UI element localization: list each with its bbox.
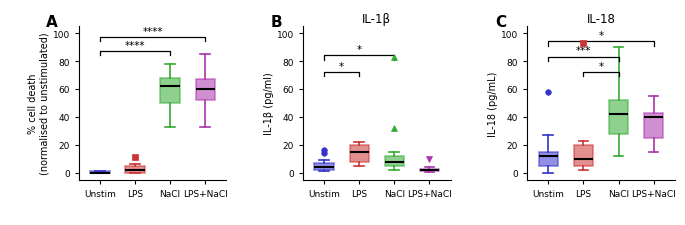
Text: *: * [357,45,362,55]
PathPatch shape [160,79,179,104]
Text: ****: **** [125,41,145,51]
Text: ***: *** [575,46,591,56]
Text: *: * [599,31,603,41]
PathPatch shape [420,169,439,172]
PathPatch shape [644,113,663,138]
Y-axis label: IL-1β (pg/ml): IL-1β (pg/ml) [264,72,274,135]
Title: IL-18: IL-18 [586,13,615,26]
PathPatch shape [195,80,215,101]
PathPatch shape [314,163,334,170]
Text: A: A [47,15,58,30]
Text: *: * [599,62,603,72]
Text: B: B [271,15,282,30]
PathPatch shape [538,152,558,166]
Text: ****: **** [142,27,163,37]
PathPatch shape [349,145,369,162]
PathPatch shape [90,172,110,173]
Text: C: C [495,15,506,30]
Text: *: * [339,62,344,72]
PathPatch shape [574,145,593,166]
PathPatch shape [609,101,628,134]
PathPatch shape [125,166,145,173]
PathPatch shape [385,156,404,166]
Title: IL-1β: IL-1β [362,13,391,26]
Y-axis label: IL-18 (pg/mL): IL-18 (pg/mL) [488,71,498,136]
Y-axis label: % cell death
(normalised to unstimulated): % cell death (normalised to unstimulated… [28,32,50,175]
